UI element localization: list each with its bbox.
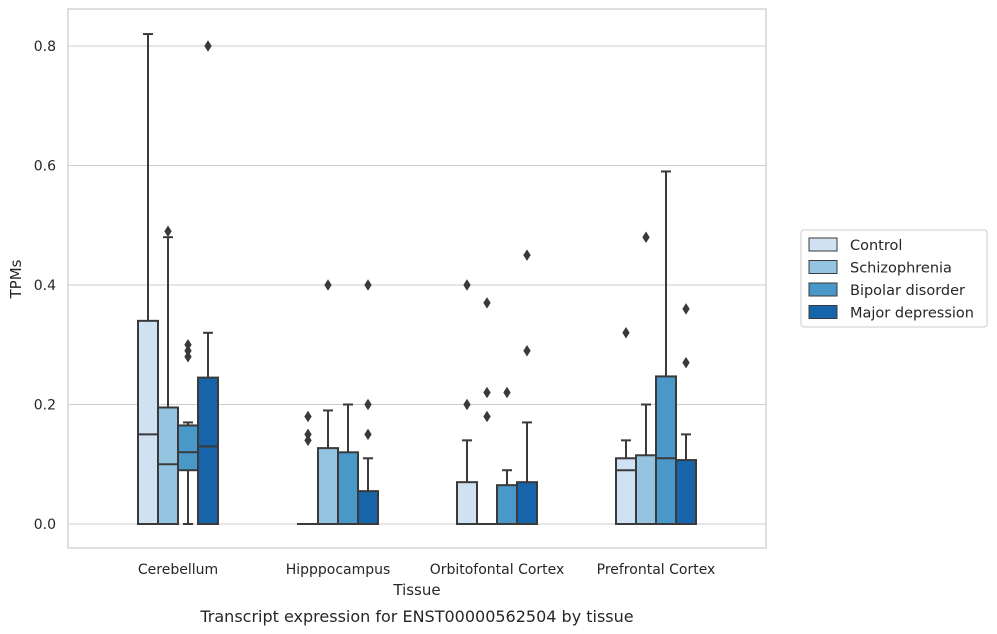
- x-axis-ticks: Cerebellum Hipppocampus Orbitofontal Corte…: [138, 562, 715, 578]
- outlier-point: [483, 297, 491, 309]
- box: [516, 481, 538, 525]
- y-axis-label: TPMs: [7, 259, 25, 299]
- outlier-point: [304, 410, 312, 423]
- x-axis-label: Tissue: [392, 581, 440, 599]
- box: [137, 319, 159, 525]
- box-major-depression: [675, 303, 697, 526]
- box: [357, 490, 379, 526]
- legend-swatch: [808, 305, 838, 319]
- box: [675, 459, 697, 526]
- outlier-point: [622, 327, 630, 339]
- outlier-point: [523, 344, 531, 357]
- y-tick-label: 0.6: [34, 159, 56, 175]
- x-tick-label: Prefrontal Cortex: [597, 562, 716, 578]
- outlier-point: [184, 344, 192, 357]
- box-control: [615, 327, 637, 525]
- outlier-point: [463, 279, 471, 291]
- y-tick-label: 0.4: [34, 278, 56, 294]
- outlier-point: [642, 231, 650, 243]
- legend-frame: [800, 229, 988, 328]
- legend-label: Control: [850, 238, 902, 254]
- box: [197, 376, 219, 525]
- outlier-point: [304, 428, 312, 441]
- outlier-point: [503, 386, 511, 399]
- legend-label: Bipolar disorder: [850, 283, 965, 299]
- legend: Control Schizophrenia Bipolar disorder Majo…: [800, 229, 988, 328]
- x-tick-label: Orbitofontal Cortex: [430, 562, 565, 578]
- box: [635, 454, 657, 526]
- y-tick-label: 0.8: [34, 39, 56, 55]
- chart-caption: Transcript expression for ENST0000056250…: [199, 607, 633, 626]
- outlier-point: [364, 279, 372, 291]
- box: [456, 481, 478, 525]
- box: [655, 375, 677, 526]
- plot-area-border: [67, 8, 767, 549]
- box-control: [456, 279, 478, 525]
- outlier-point: [164, 225, 172, 237]
- outlier-point: [184, 350, 192, 363]
- x-tick-label: Cerebellum: [138, 562, 218, 578]
- outlier-point: [682, 303, 690, 315]
- box-schizophrenia: [317, 279, 339, 525]
- legend-swatch: [808, 237, 838, 252]
- outlier-point: [523, 249, 531, 261]
- box-bipolar-disorder: [496, 386, 518, 526]
- legend-swatch: [808, 260, 838, 274]
- outlier-point: [324, 279, 332, 291]
- outlier-point: [483, 410, 491, 423]
- legend-label: Major depression: [850, 306, 974, 322]
- box-control: [137, 33, 159, 525]
- x-tick-label: Hipppocampus: [286, 562, 391, 578]
- outlier-point: [364, 398, 372, 411]
- legend-swatch: [808, 282, 838, 297]
- legend-label: Schizophrenia: [850, 261, 952, 277]
- outlier-point: [682, 356, 690, 369]
- box-bipolar-disorder: [177, 339, 199, 525]
- box-schizophrenia: [157, 225, 179, 525]
- outlier-point: [463, 398, 471, 411]
- outlier-point: [364, 428, 372, 441]
- box-control: [297, 410, 319, 526]
- box-bipolar-disorder: [655, 170, 677, 526]
- box: [157, 406, 179, 525]
- box: [337, 451, 359, 525]
- box: [496, 484, 518, 526]
- y-axis-ticks: 0.0 0.2 0.4 0.6 0.8: [34, 39, 56, 533]
- box: [177, 424, 199, 472]
- box: [615, 457, 637, 525]
- box-major-depression: [357, 279, 379, 526]
- box-series: [137, 33, 697, 526]
- y-tick-label: 0.2: [34, 398, 56, 414]
- box-major-depression: [197, 40, 219, 525]
- box-bipolar-disorder: [337, 403, 359, 525]
- outlier-point: [304, 434, 312, 447]
- outlier-point: [483, 386, 491, 399]
- box-schizophrenia: [476, 297, 498, 526]
- outlier-point: [184, 339, 192, 351]
- box-schizophrenia: [635, 231, 657, 526]
- y-tick-label: 0.0: [34, 517, 56, 533]
- box: [317, 447, 339, 525]
- outlier-point: [204, 40, 212, 52]
- box-major-depression: [516, 249, 538, 525]
